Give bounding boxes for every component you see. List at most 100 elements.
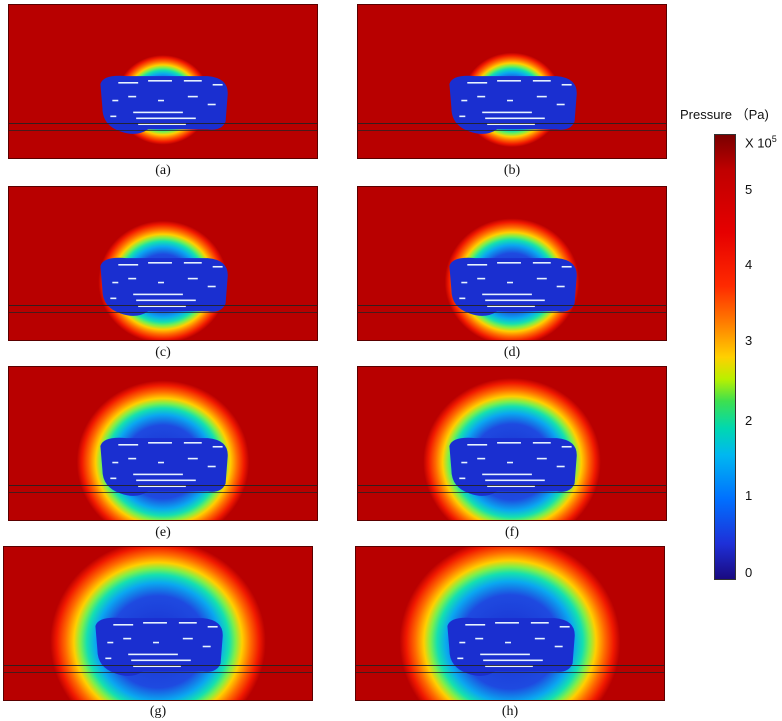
pore-mark: [133, 665, 181, 668]
pore-mark: [128, 277, 137, 280]
pore-mark: [207, 625, 218, 628]
pore-mark: [459, 641, 466, 644]
pore-mark: [207, 465, 216, 468]
pressure-field-c: [9, 187, 317, 340]
pore-mark: [128, 653, 178, 656]
pressure-panel-d: [357, 186, 667, 341]
pressure-field-d: [358, 187, 666, 340]
panel-caption-c: (c): [155, 345, 171, 360]
colorbar-multiplier: X 105: [745, 134, 777, 150]
pore-mark: [477, 457, 486, 460]
pore-mark: [158, 99, 164, 102]
pore-mark: [133, 293, 183, 296]
pore-mark: [118, 443, 139, 446]
pressure-panel-a: [8, 4, 318, 159]
pressure-field-f: [358, 367, 666, 520]
pore-mark: [487, 305, 535, 308]
pressure-panel-f: [357, 366, 667, 521]
pore-mark: [467, 443, 488, 446]
pore-mark: [532, 442, 551, 444]
pore-mark: [459, 297, 466, 300]
pore-mark: [480, 653, 530, 656]
pore-mark: [212, 445, 223, 448]
colorbar-tick-5: 5: [745, 182, 753, 197]
pore-mark: [112, 461, 119, 464]
pore-mark: [138, 305, 186, 308]
pore-mark: [182, 637, 193, 640]
pore-mark: [459, 477, 466, 480]
pore-mark: [487, 123, 535, 126]
pore-mark: [207, 285, 216, 288]
pore-mark: [556, 103, 565, 106]
pore-mark: [485, 299, 545, 302]
pore-mark: [467, 263, 488, 266]
panel-caption-a: (a): [155, 163, 171, 178]
pore-mark: [212, 83, 223, 86]
pore-mark: [187, 457, 198, 460]
pore-mark: [536, 277, 547, 280]
low-pressure-core: [100, 75, 228, 134]
pore-mark: [536, 457, 547, 460]
colorbar-tick-4: 4: [745, 257, 753, 272]
low-pressure-core: [449, 257, 577, 316]
low-pressure-core: [100, 437, 228, 496]
pore-mark: [158, 461, 164, 464]
pore-mark: [485, 665, 533, 668]
pore-mark: [202, 645, 211, 648]
pore-mark: [497, 442, 521, 444]
low-pressure-core: [449, 437, 577, 496]
pore-mark: [136, 117, 196, 120]
pore-mark: [123, 637, 132, 640]
low-pressure-core: [449, 75, 577, 134]
pore-mark: [153, 641, 159, 644]
pore-mark: [556, 285, 565, 288]
pore-mark: [561, 445, 572, 448]
pore-mark: [207, 103, 216, 106]
colorbar-tick-2: 2: [745, 413, 753, 428]
pore-mark: [485, 479, 545, 482]
pore-mark: [131, 659, 191, 662]
pore-mark: [554, 645, 563, 648]
pore-mark: [497, 262, 521, 264]
pore-mark: [183, 80, 202, 82]
pore-mark: [183, 262, 202, 264]
colorbar-tick-0: 0: [745, 565, 753, 580]
pore-mark: [158, 281, 164, 284]
pore-mark: [187, 277, 198, 280]
pore-mark: [465, 623, 486, 626]
pore-mark: [482, 473, 532, 476]
pore-mark: [532, 80, 551, 82]
pressure-panel-b: [357, 4, 667, 159]
low-pressure-core: [447, 617, 575, 676]
pore-mark: [487, 485, 535, 488]
pore-mark: [556, 465, 565, 468]
pore-mark: [561, 83, 572, 86]
pore-mark: [138, 123, 186, 126]
pore-mark: [477, 95, 486, 98]
colorbar-multiplier-exp: 5: [771, 134, 777, 144]
pressure-panel-e: [8, 366, 318, 521]
pore-mark: [110, 477, 117, 480]
pore-mark: [559, 625, 570, 628]
pore-mark: [461, 99, 468, 102]
pore-mark: [128, 95, 137, 98]
pore-mark: [534, 637, 545, 640]
pressure-field-g: [4, 547, 312, 700]
pore-mark: [485, 117, 545, 120]
pressure-panel-c: [8, 186, 318, 341]
pore-mark: [136, 479, 196, 482]
pore-mark: [136, 299, 196, 302]
pore-mark: [118, 263, 139, 266]
pore-mark: [507, 99, 513, 102]
pore-mark: [507, 281, 513, 284]
pore-mark: [475, 637, 484, 640]
pore-mark: [459, 115, 466, 118]
pore-mark: [497, 80, 521, 82]
pore-mark: [457, 657, 464, 660]
pore-mark: [105, 657, 112, 660]
pressure-field-b: [358, 5, 666, 158]
pore-mark: [113, 623, 134, 626]
pore-mark: [187, 95, 198, 98]
pore-mark: [148, 262, 172, 264]
pore-mark: [536, 95, 547, 98]
